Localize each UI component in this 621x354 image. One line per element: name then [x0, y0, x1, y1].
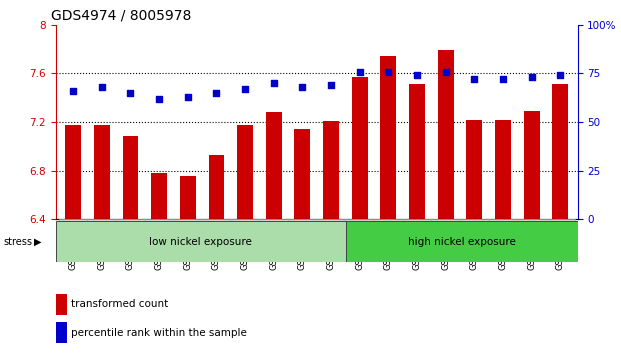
Bar [151, 173, 167, 219]
Point [97, 84, 107, 90]
Text: GSM992706: GSM992706 [441, 219, 450, 270]
Bar [553, 84, 568, 219]
Text: GSM992702: GSM992702 [327, 219, 335, 270]
Bar [346, 221, 578, 262]
Point [469, 76, 479, 82]
Text: ▶: ▶ [34, 236, 42, 247]
Text: GSM992701: GSM992701 [298, 219, 307, 270]
Text: GSM992700: GSM992700 [270, 219, 278, 270]
Text: GSM992703: GSM992703 [355, 219, 364, 270]
Bar [381, 56, 396, 219]
Point [383, 69, 393, 74]
Text: stress: stress [3, 236, 32, 247]
Bar [266, 113, 281, 219]
Point [355, 69, 365, 74]
Bar [495, 120, 511, 219]
Point [498, 76, 508, 82]
Text: GSM992709: GSM992709 [527, 219, 536, 270]
Bar [237, 125, 253, 219]
Point [154, 96, 164, 102]
Bar [260, 219, 288, 222]
Bar [323, 121, 339, 219]
Text: GSM992705: GSM992705 [412, 219, 422, 270]
Bar [489, 219, 517, 222]
Point [297, 84, 307, 90]
Bar [466, 120, 483, 219]
Bar [145, 219, 173, 222]
Bar [173, 219, 202, 222]
Text: GDS4974 / 8005978: GDS4974 / 8005978 [51, 8, 191, 22]
Text: high nickel exposure: high nickel exposure [407, 236, 515, 247]
Text: GSM992695: GSM992695 [126, 219, 135, 270]
Text: GSM992704: GSM992704 [384, 219, 393, 270]
Bar [88, 219, 116, 222]
Bar [460, 219, 489, 222]
Bar [56, 221, 346, 262]
Bar [122, 136, 138, 219]
Bar [374, 219, 402, 222]
Point [240, 86, 250, 92]
Bar [432, 219, 460, 222]
Bar [438, 50, 453, 219]
Text: GSM992698: GSM992698 [212, 219, 221, 270]
Bar [517, 219, 546, 222]
Bar [409, 84, 425, 219]
Point [412, 73, 422, 78]
Text: GSM992694: GSM992694 [97, 219, 106, 270]
Point [183, 94, 193, 100]
Bar [402, 219, 432, 222]
Text: GSM992710: GSM992710 [556, 219, 565, 270]
Point [555, 73, 565, 78]
Bar [65, 125, 81, 219]
Point [269, 80, 279, 86]
Bar [546, 219, 574, 222]
Text: percentile rank within the sample: percentile rank within the sample [71, 328, 247, 338]
Text: GSM992696: GSM992696 [155, 219, 163, 270]
Text: GSM992697: GSM992697 [183, 219, 193, 270]
Text: GSM992693: GSM992693 [68, 219, 78, 270]
Bar [209, 155, 224, 219]
Text: GSM992707: GSM992707 [470, 219, 479, 270]
Bar [294, 130, 310, 219]
Point [68, 88, 78, 94]
Text: low nickel exposure: low nickel exposure [150, 236, 252, 247]
Point [441, 69, 451, 74]
Text: transformed count: transformed count [71, 299, 169, 309]
Bar [94, 125, 110, 219]
Bar [202, 219, 231, 222]
Bar [59, 219, 88, 222]
Bar [345, 219, 374, 222]
Text: GSM992708: GSM992708 [499, 219, 507, 270]
Point [527, 75, 537, 80]
Bar [288, 219, 317, 222]
Bar [524, 111, 540, 219]
Bar [116, 219, 145, 222]
Point [326, 82, 336, 88]
Point [211, 90, 221, 96]
Bar [317, 219, 345, 222]
Bar [180, 176, 196, 219]
Point [125, 90, 135, 96]
Bar [352, 77, 368, 219]
Text: GSM992699: GSM992699 [240, 219, 250, 270]
Bar [231, 219, 260, 222]
